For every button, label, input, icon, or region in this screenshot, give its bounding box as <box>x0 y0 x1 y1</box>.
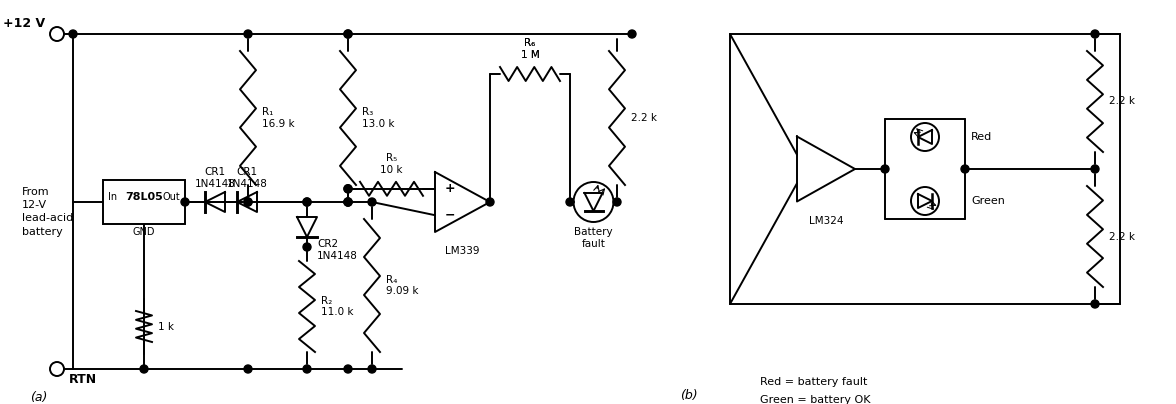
Circle shape <box>881 165 889 173</box>
Circle shape <box>303 365 310 373</box>
Circle shape <box>181 198 189 206</box>
Text: 1 k: 1 k <box>158 322 174 332</box>
Text: Red = battery fault: Red = battery fault <box>760 377 868 387</box>
Text: In: In <box>108 192 118 202</box>
Text: +12 V: +12 V <box>2 17 45 30</box>
Circle shape <box>345 198 352 206</box>
Text: 78L05: 78L05 <box>125 192 162 202</box>
Text: Red: Red <box>971 132 993 142</box>
Text: 2.2 k: 2.2 k <box>1109 231 1135 242</box>
Circle shape <box>303 198 310 206</box>
Text: From
12-V
lead-acid
battery: From 12-V lead-acid battery <box>22 187 73 237</box>
Circle shape <box>1091 165 1100 173</box>
Circle shape <box>345 365 352 373</box>
Circle shape <box>345 198 352 206</box>
Circle shape <box>303 243 310 251</box>
Circle shape <box>243 198 252 206</box>
Text: CR1
1N4148: CR1 1N4148 <box>194 167 235 189</box>
Text: RTN: RTN <box>69 373 98 386</box>
Text: 2.2 k: 2.2 k <box>1109 97 1135 107</box>
Text: Green: Green <box>971 196 1004 206</box>
Circle shape <box>345 185 352 193</box>
Circle shape <box>345 30 352 38</box>
Text: Out: Out <box>162 192 180 202</box>
Text: R₂
11.0 k: R₂ 11.0 k <box>321 296 354 317</box>
Circle shape <box>243 30 252 38</box>
Circle shape <box>345 30 352 38</box>
Circle shape <box>1091 300 1100 308</box>
Text: CR1
1N4148: CR1 1N4148 <box>227 167 267 189</box>
Bar <box>103 180 185 224</box>
Text: Battery
fault: Battery fault <box>574 227 613 248</box>
Circle shape <box>1091 30 1100 38</box>
Circle shape <box>243 198 252 206</box>
Circle shape <box>628 30 636 38</box>
Text: GND: GND <box>133 227 155 237</box>
Text: R₁
16.9 k: R₁ 16.9 k <box>262 107 295 129</box>
Circle shape <box>566 198 574 206</box>
Text: LM324: LM324 <box>809 215 843 225</box>
Circle shape <box>345 185 352 193</box>
Text: (b): (b) <box>680 389 697 402</box>
Circle shape <box>243 365 252 373</box>
Circle shape <box>486 198 494 206</box>
Circle shape <box>345 198 352 206</box>
Text: Green = battery OK: Green = battery OK <box>760 395 870 404</box>
Text: R₅
10 k: R₅ 10 k <box>380 153 402 175</box>
Text: −: − <box>445 209 455 222</box>
Circle shape <box>368 198 376 206</box>
Circle shape <box>368 365 376 373</box>
Text: R₆
1 M: R₆ 1 M <box>521 38 540 60</box>
Circle shape <box>69 30 76 38</box>
Text: R₆
1 M: R₆ 1 M <box>521 38 540 60</box>
Circle shape <box>140 365 148 373</box>
Circle shape <box>303 198 310 206</box>
Text: R₃
13.0 k: R₃ 13.0 k <box>362 107 394 129</box>
Text: +: + <box>445 182 455 195</box>
Circle shape <box>613 198 621 206</box>
Text: (a): (a) <box>31 391 47 404</box>
Text: CR2
1N4148: CR2 1N4148 <box>318 239 358 261</box>
Text: R₄
9.09 k: R₄ 9.09 k <box>386 275 419 296</box>
Text: 2.2 k: 2.2 k <box>632 113 657 123</box>
Text: LM339: LM339 <box>446 246 480 256</box>
Circle shape <box>961 165 969 173</box>
